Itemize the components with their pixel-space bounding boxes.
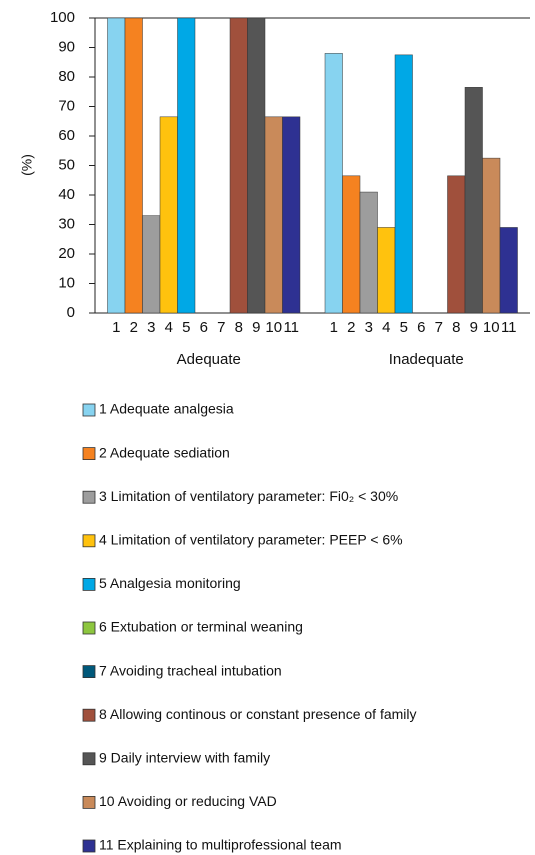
legend-swatch <box>82 534 96 548</box>
bar <box>124 17 143 314</box>
x-tick-label: 11 <box>283 319 299 336</box>
legend-swatch <box>82 621 96 635</box>
x-tick-label: 5 <box>182 319 190 336</box>
x-tick-label: 6 <box>417 319 425 336</box>
x-tick-label: 9 <box>252 319 260 336</box>
legend-label: 1 Adequate analgesia <box>99 401 234 417</box>
bar <box>359 191 378 314</box>
x-tick-label: 2 <box>130 319 138 336</box>
y-tick-label: 10 <box>58 274 75 291</box>
x-tick-label: 6 <box>200 319 208 336</box>
legend-label: 10 Avoiding or reducing VAD <box>99 793 277 809</box>
legend-label: 7 Avoiding tracheal intubation <box>99 662 282 678</box>
legend-swatch <box>82 752 96 766</box>
y-tick-label: 0 <box>67 304 75 321</box>
x-tick-label: 3 <box>147 319 155 336</box>
bar <box>264 116 283 314</box>
bar <box>464 87 483 314</box>
legend-swatch <box>82 578 96 591</box>
y-axis-label: (%) <box>19 154 35 176</box>
legend-swatch <box>82 796 96 809</box>
legend-label: 3 Limitation of ventilatory parameter: F… <box>99 488 398 504</box>
x-tick-label: 7 <box>217 319 225 336</box>
x-tick-label: 8 <box>235 319 243 336</box>
y-tick-label: 60 <box>58 127 75 144</box>
legend-swatch <box>82 708 96 722</box>
y-tick-label: 40 <box>58 186 75 203</box>
bar <box>499 227 518 314</box>
x-group-label: Inadequate <box>389 351 464 368</box>
bar <box>282 116 301 314</box>
x-tick-label: 2 <box>347 319 355 336</box>
x-tick-label: 3 <box>365 319 373 336</box>
x-tick-label: 7 <box>435 319 443 336</box>
legend-label: 4 Limitation of ventilatory parameter: P… <box>99 532 403 548</box>
y-tick-label: 80 <box>58 68 75 85</box>
bar <box>142 215 161 314</box>
legend-swatch <box>82 447 96 461</box>
x-tick-label: 5 <box>400 319 408 336</box>
bar <box>482 157 501 314</box>
legend-label: 6 Extubation or terminal weaning <box>99 619 303 635</box>
bar <box>342 175 361 314</box>
x-tick-label: 10 <box>483 319 500 336</box>
bar <box>107 17 126 314</box>
legend-swatch <box>82 403 96 417</box>
bar <box>159 116 178 314</box>
legend-label: 2 Adequate sediation <box>99 444 230 460</box>
bar <box>247 17 266 314</box>
bar <box>394 54 413 314</box>
x-tick-label: 1 <box>112 319 120 336</box>
legend-swatch <box>82 839 96 853</box>
legend-swatch <box>82 665 96 678</box>
x-tick-label: 4 <box>382 319 390 336</box>
legend-label: 5 Analgesia monitoring <box>99 575 241 591</box>
y-tick-label: 50 <box>58 156 75 173</box>
x-tick-label: 10 <box>265 319 282 336</box>
bar <box>229 17 248 314</box>
legend-label: 8 Allowing continous or constant presenc… <box>99 706 417 722</box>
legend-label: 11 Explaining to multiprofessional team <box>99 837 342 853</box>
legend-label: 9 Daily interview with family <box>99 750 270 766</box>
y-tick-label: 30 <box>58 215 75 232</box>
bar <box>377 227 396 314</box>
bar <box>324 53 343 314</box>
x-tick-label: 8 <box>452 319 460 336</box>
x-tick-label: 1 <box>330 319 338 336</box>
y-tick-label: 70 <box>58 97 75 114</box>
y-tick-label: 20 <box>58 245 75 262</box>
x-tick-label: 9 <box>470 319 478 336</box>
x-group-label: Adequate <box>177 351 241 368</box>
legend-swatch <box>82 490 96 504</box>
x-tick-label: 4 <box>165 319 173 336</box>
bar <box>447 175 466 314</box>
y-tick-label: 90 <box>58 38 75 55</box>
x-tick-label: 11 <box>501 319 517 336</box>
y-tick-label: 100 <box>50 9 75 26</box>
bar <box>177 17 196 314</box>
